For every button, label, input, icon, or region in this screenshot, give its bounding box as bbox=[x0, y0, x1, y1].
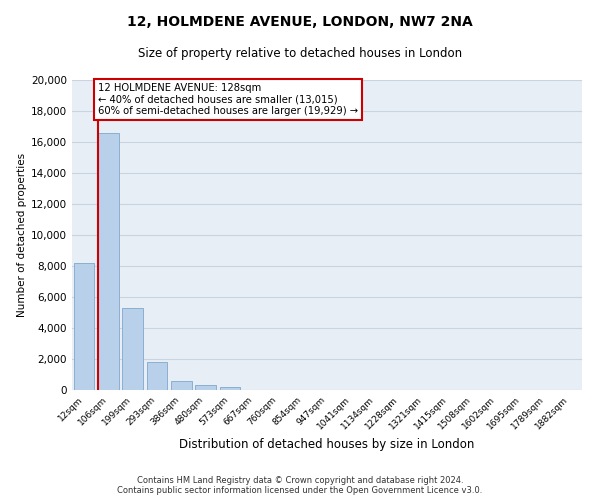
Bar bbox=[195, 386, 216, 390]
Bar bbox=[146, 362, 167, 390]
Bar bbox=[122, 308, 143, 390]
X-axis label: Distribution of detached houses by size in London: Distribution of detached houses by size … bbox=[179, 438, 475, 451]
Text: 12, HOLMDENE AVENUE, LONDON, NW7 2NA: 12, HOLMDENE AVENUE, LONDON, NW7 2NA bbox=[127, 15, 473, 29]
Bar bbox=[98, 132, 119, 390]
Text: Contains HM Land Registry data © Crown copyright and database right 2024.
Contai: Contains HM Land Registry data © Crown c… bbox=[118, 476, 482, 495]
Text: 12 HOLMDENE AVENUE: 128sqm
← 40% of detached houses are smaller (13,015)
60% of : 12 HOLMDENE AVENUE: 128sqm ← 40% of deta… bbox=[97, 83, 358, 116]
Bar bbox=[74, 263, 94, 390]
Y-axis label: Number of detached properties: Number of detached properties bbox=[17, 153, 27, 317]
Bar bbox=[171, 380, 191, 390]
Text: Size of property relative to detached houses in London: Size of property relative to detached ho… bbox=[138, 48, 462, 60]
Bar bbox=[220, 388, 240, 390]
